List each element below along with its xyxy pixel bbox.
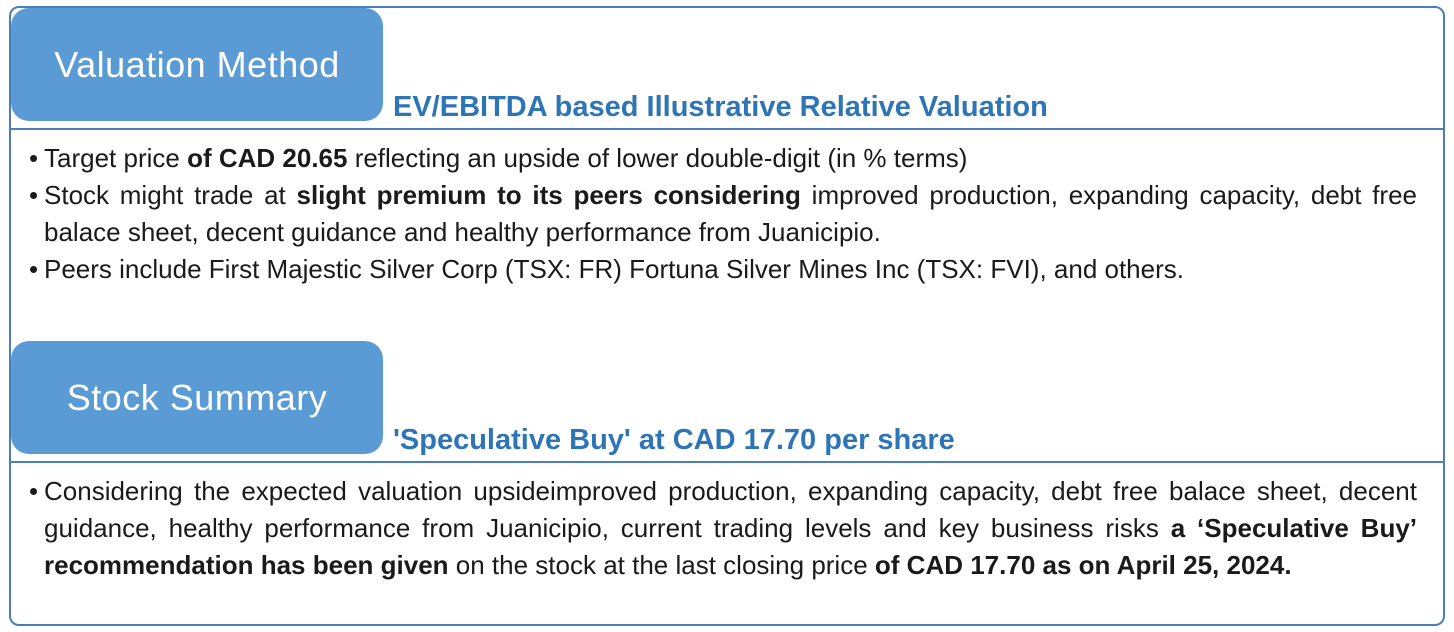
valuation-method-tab: Valuation Method [11, 8, 383, 121]
bullet-item: Stock might trade at slight premium to i… [29, 177, 1417, 251]
valuation-method-header: Valuation Method EV/EBITDA based Illustr… [11, 8, 1443, 130]
stock-summary-section: Stock Summary 'Speculative Buy' at CAD 1… [11, 341, 1443, 584]
valuation-method-bullets: Target price of CAD 20.65 reflecting an … [29, 140, 1417, 288]
stock-summary-headline: 'Speculative Buy' at CAD 17.70 per share [393, 424, 955, 456]
valuation-report-card: Valuation Method EV/EBITDA based Illustr… [9, 6, 1445, 626]
stock-summary-tab-label: Stock Summary [66, 376, 328, 418]
stock-summary-bullets: Considering the expected valuation upsid… [29, 473, 1417, 584]
bullet-item: Target price of CAD 20.65 reflecting an … [29, 140, 1417, 177]
bullet-item: Peers include First Majestic Silver Corp… [29, 251, 1417, 288]
bullet-item: Considering the expected valuation upsid… [29, 473, 1417, 584]
valuation-method-section: Valuation Method EV/EBITDA based Illustr… [11, 8, 1443, 288]
stock-summary-tab: Stock Summary [11, 341, 383, 454]
valuation-method-headline: EV/EBITDA based Illustrative Relative Va… [393, 91, 1048, 123]
stock-summary-header: Stock Summary 'Speculative Buy' at CAD 1… [11, 341, 1443, 463]
valuation-method-tab-label: Valuation Method [54, 43, 340, 85]
